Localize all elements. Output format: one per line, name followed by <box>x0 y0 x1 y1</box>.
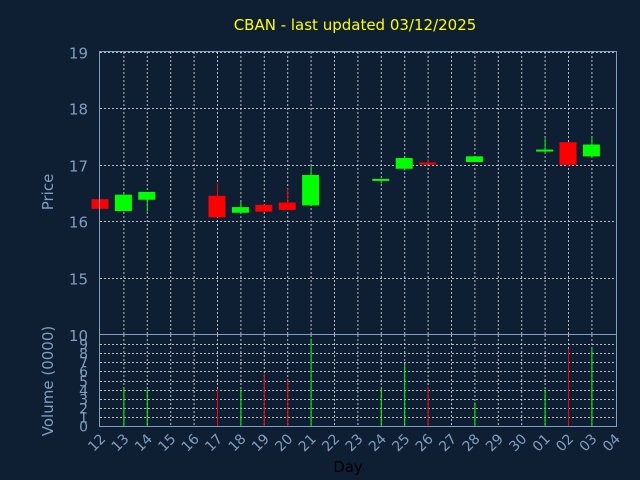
price-grid <box>100 52 616 334</box>
volume-tick-label: 8 <box>79 347 88 363</box>
volume-tick-label: 4 <box>79 384 88 400</box>
volume-tick-label: 3 <box>79 393 88 409</box>
candle-body <box>278 202 296 210</box>
x-tick-label: 02 <box>553 431 577 455</box>
x-tick-label: 12 <box>85 431 109 455</box>
volume-tick-label: 6 <box>79 365 88 381</box>
x-tick-label: 26 <box>413 431 437 455</box>
x-tick-label: 16 <box>179 431 203 455</box>
price-tick-labels: 15 16 17 18 19 <box>69 45 88 289</box>
price-tick-label: 17 <box>69 158 88 176</box>
candle-body <box>395 158 413 169</box>
price-tick-label: 15 <box>69 271 88 289</box>
volume-tick-label: 2 <box>79 402 88 418</box>
volume-axis-label: Volume (0000) <box>39 326 57 436</box>
x-tick-label: 24 <box>366 431 390 455</box>
x-tick-label: 01 <box>530 431 554 455</box>
x-tick-label: 03 <box>577 431 601 455</box>
price-tick-label: 16 <box>69 214 88 232</box>
candle-body <box>536 149 554 152</box>
candle-body <box>302 174 320 206</box>
x-tick-label: 19 <box>249 431 273 455</box>
x-tick-label: 15 <box>155 431 179 455</box>
x-axis-label: Day <box>333 458 363 476</box>
x-tick-label: 17 <box>202 431 226 455</box>
candle-body <box>255 204 273 212</box>
price-tick-label: 18 <box>69 101 88 119</box>
candle-body <box>231 207 249 213</box>
x-tick-label: 30 <box>506 431 530 455</box>
volume-tick-label: 5 <box>79 375 88 391</box>
price-axis-label: Price <box>39 174 57 211</box>
x-tick-label: 22 <box>319 431 343 455</box>
candles <box>91 136 600 218</box>
volume-grid <box>100 335 616 427</box>
x-tick-label: 23 <box>343 431 367 455</box>
volume-panel-frame <box>99 334 617 427</box>
candle-body <box>372 178 390 181</box>
volume-top-label: 10 <box>69 327 88 345</box>
x-tick-label: 28 <box>460 431 484 455</box>
candle-body <box>419 162 437 165</box>
x-tick-label: 27 <box>436 431 460 455</box>
candle-body <box>465 156 483 162</box>
x-tick-label: 21 <box>296 431 320 455</box>
candle-body <box>559 142 577 165</box>
price-tick-label: 19 <box>69 45 88 63</box>
x-tick-label: 29 <box>483 431 507 455</box>
x-tick-label: 04 <box>600 431 624 455</box>
volume-tick-label: 7 <box>79 356 88 372</box>
x-tick-label: 18 <box>226 431 250 455</box>
volume-tick-label: 1 <box>79 411 88 427</box>
chart-title: CBAN - last updated 03/12/2025 <box>234 16 477 34</box>
x-tick-labels: 12 13 14 15 16 17 18 19 20 21 22 23 24 25 26 27 28 29 30 01… <box>85 431 624 455</box>
candle-body <box>138 191 156 200</box>
volume-bars <box>123 338 593 426</box>
x-tick-label: 25 <box>389 431 413 455</box>
candle-body <box>114 194 132 212</box>
candle-body <box>208 195 226 218</box>
volume-tick-label: 0 <box>79 420 88 436</box>
volume-tick-label: 9 <box>79 338 88 354</box>
x-tick-label: 13 <box>109 431 133 455</box>
x-tick-label: 20 <box>272 431 296 455</box>
x-tick-label: 14 <box>132 431 156 455</box>
candle-body <box>582 144 600 157</box>
